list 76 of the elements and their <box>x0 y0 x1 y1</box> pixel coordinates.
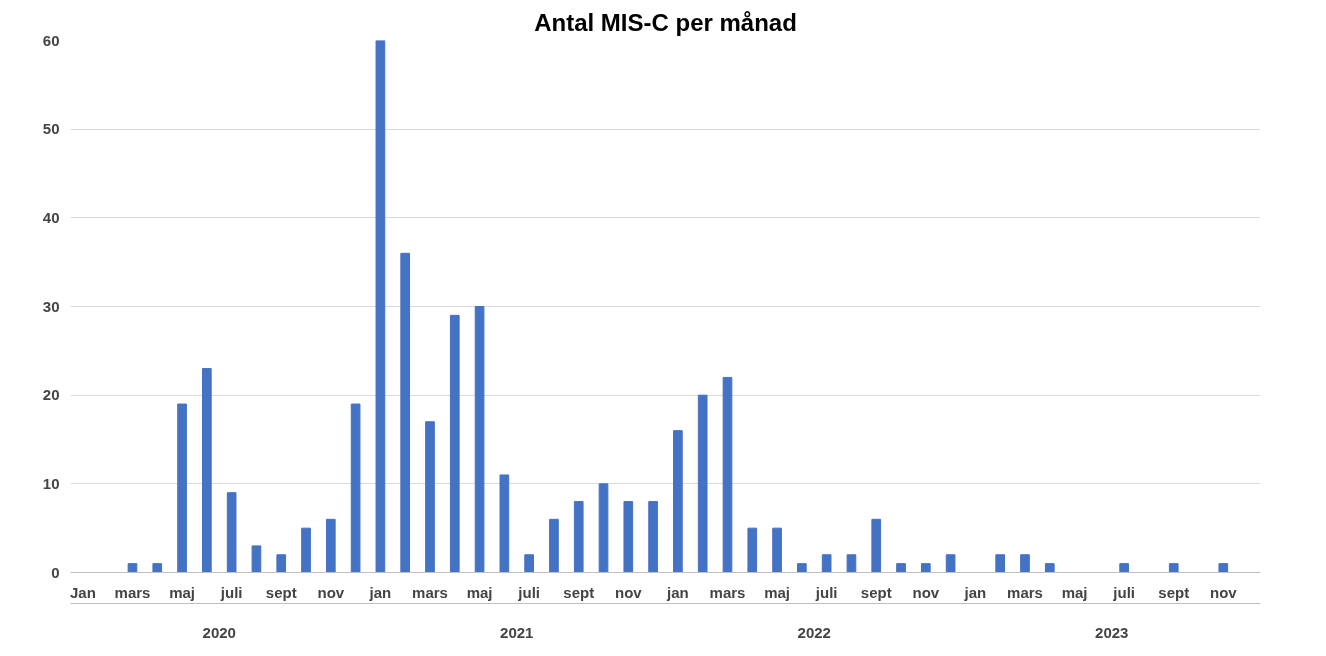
x-tick-label: juli <box>517 583 540 601</box>
bar <box>673 430 683 573</box>
bar <box>920 563 931 573</box>
x-tick-label: Jan <box>69 583 96 601</box>
bar <box>896 563 906 573</box>
bar <box>325 518 336 573</box>
bar <box>524 554 534 573</box>
y-tick-label: 20 <box>42 386 60 404</box>
chart-title: Antal MIS-C per månad <box>534 8 797 36</box>
text: 2020 <box>202 623 236 641</box>
x-tick-label: nov <box>317 583 345 601</box>
x-tick-label: juli <box>814 583 838 601</box>
bar <box>945 554 956 573</box>
bar <box>1044 563 1055 573</box>
x-tick-label: nov <box>912 583 940 601</box>
bar <box>549 518 559 573</box>
bar <box>995 554 1006 573</box>
x-tick-label: mars <box>1007 583 1043 601</box>
bar <box>474 306 485 573</box>
bar <box>722 376 733 573</box>
bar <box>350 403 361 573</box>
bar <box>1119 563 1129 573</box>
bar <box>747 527 758 573</box>
y-tick-label: 30 <box>42 297 60 315</box>
x-tick-label: mars <box>114 583 151 601</box>
bar <box>1168 563 1179 573</box>
x-tick-label: juli <box>1112 583 1135 601</box>
bar <box>648 501 658 573</box>
bar <box>251 545 262 573</box>
bar <box>276 554 287 573</box>
bar <box>499 474 510 573</box>
x-tick-label: jan <box>368 583 392 601</box>
bar <box>375 40 386 573</box>
x-tick-label: jan <box>963 583 987 601</box>
bar <box>1020 554 1030 573</box>
x-tick-label: sept <box>563 583 595 601</box>
x-tick-label: juli <box>219 583 243 601</box>
bar <box>846 554 857 573</box>
x-tick-label: nov <box>1209 583 1238 601</box>
bar <box>697 394 708 573</box>
text: 2023 <box>1095 623 1129 641</box>
x-tick-label: maj <box>1061 583 1088 601</box>
x-tick-label: sept <box>265 583 297 601</box>
x-tick-label: nov <box>614 583 643 601</box>
y-tick-label: 60 <box>42 31 60 49</box>
x-tick-label: maj <box>764 583 790 601</box>
bar <box>177 403 187 573</box>
bar <box>226 492 237 573</box>
bar <box>425 421 435 573</box>
text: 2022 <box>797 623 831 641</box>
bar <box>573 501 584 573</box>
y-tick-label: 40 <box>42 208 60 226</box>
bar <box>301 527 311 573</box>
bar <box>127 563 138 573</box>
x-tick-label: mars <box>709 583 746 601</box>
x-tick-label: sept <box>860 583 892 601</box>
y-tick-label: 10 <box>42 474 60 492</box>
x-tick-label: maj <box>169 583 195 601</box>
bar <box>623 501 634 573</box>
y-tick-label: 0 <box>51 563 60 581</box>
bar <box>1218 563 1229 573</box>
bar <box>152 563 163 573</box>
bar <box>598 483 609 573</box>
bar <box>871 518 882 573</box>
x-tick-label: jan <box>666 583 689 601</box>
x-tick-label: maj <box>466 583 493 601</box>
bar <box>772 527 782 573</box>
bar <box>202 368 212 573</box>
text: 2021 <box>500 623 534 641</box>
bar <box>821 554 832 573</box>
bar <box>400 252 411 573</box>
bar <box>449 314 460 573</box>
x-tick-label: sept <box>1158 583 1190 601</box>
x-tick-label: mars <box>412 583 448 601</box>
y-tick-label: 50 <box>42 120 60 138</box>
bar <box>797 563 807 573</box>
